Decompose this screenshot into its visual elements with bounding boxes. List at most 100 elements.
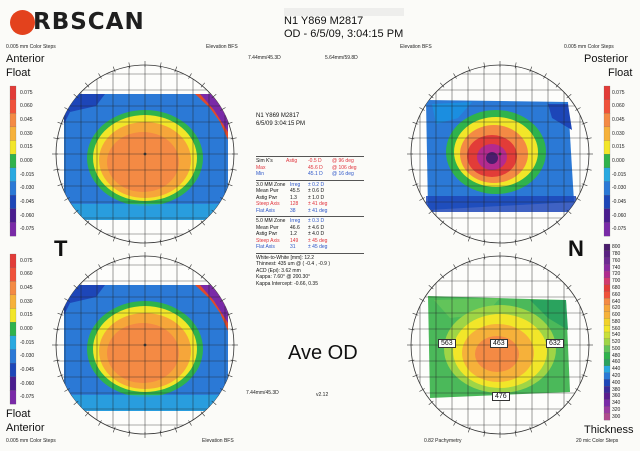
zone-3mm-row: Mean Pwr 45.5 ± 0.6 D xyxy=(256,188,364,195)
scale-swatch xyxy=(9,99,17,114)
scale-swatch xyxy=(603,392,611,400)
zone-5mm-cell: ± 4.0 D xyxy=(308,231,325,237)
angle-tick xyxy=(73,209,79,215)
scale-tick-label: 0.015 xyxy=(612,144,625,151)
zone-5mm-cell: ± 0.3 D xyxy=(308,218,325,224)
angle-tick xyxy=(439,273,445,279)
angle-tick xyxy=(408,137,415,140)
angle-tick xyxy=(188,229,192,235)
scale-tick-label: 760 xyxy=(612,257,621,264)
angle-tick xyxy=(57,121,64,125)
angle-tick xyxy=(98,420,102,426)
scale-swatch xyxy=(9,181,17,196)
zone-3mm-row: Flat Axis 38 ± 41 deg xyxy=(256,208,364,215)
scale-swatch xyxy=(603,325,611,333)
angle-tick xyxy=(483,239,486,246)
angle-tick xyxy=(514,430,517,437)
scale-swatch xyxy=(603,304,611,312)
angle-tick xyxy=(483,62,486,69)
angle-tick xyxy=(73,400,79,406)
angle-tick xyxy=(467,426,471,433)
angle-tick xyxy=(174,66,178,73)
kappa: Kappa: 7.60° @ 200.30° xyxy=(256,274,311,280)
bottom-right-scale: 20 mic Color Steps xyxy=(576,438,619,444)
color-scale-right-top xyxy=(603,85,611,237)
angle-tick xyxy=(159,430,162,437)
angle-tick xyxy=(453,73,457,79)
top-right-radius: 5.64mm/59.8D xyxy=(325,55,358,61)
angle-tick xyxy=(230,359,237,362)
sim-k-max-val: 45.6 D xyxy=(308,164,323,171)
scale-swatch xyxy=(9,113,17,128)
pachy-right-value: 632 xyxy=(546,339,564,348)
scale-tick-label: 700 xyxy=(612,278,621,285)
angle-tick xyxy=(112,66,116,73)
angle-tick xyxy=(428,284,434,290)
angle-tick xyxy=(220,388,226,392)
angle-tick xyxy=(428,400,434,406)
angle-tick xyxy=(220,107,226,111)
angle-tick xyxy=(64,107,70,111)
scale-tick-label: -0.030 xyxy=(612,185,627,192)
scale-swatch xyxy=(603,264,611,272)
angle-tick xyxy=(188,264,192,270)
white-to-white: White-to-White [mm]: 12.2 xyxy=(256,254,315,261)
zone-3mm-cell: 3.0 MM Zone xyxy=(256,181,286,188)
angle-tick xyxy=(555,82,561,88)
angle-tick xyxy=(174,257,178,264)
scale-swatch xyxy=(603,331,611,340)
angle-tick xyxy=(200,273,206,279)
sim-k-max-axis: @ 106 deg xyxy=(332,164,357,171)
scale-swatch xyxy=(603,154,611,169)
scale-swatch xyxy=(603,194,611,210)
angle-tick xyxy=(529,66,533,73)
scale-swatch xyxy=(9,349,17,364)
map-grids xyxy=(52,61,593,438)
scale-swatch xyxy=(603,372,611,380)
scale-swatch xyxy=(9,85,17,100)
scale-swatch xyxy=(603,208,611,223)
angle-tick xyxy=(408,168,415,171)
label-thickness: Thickness xyxy=(584,424,634,436)
scale-swatch xyxy=(603,365,611,373)
angle-tick xyxy=(566,209,572,215)
angle-tick xyxy=(555,220,561,226)
map-grid xyxy=(407,61,593,247)
angle-tick xyxy=(428,209,434,215)
zone-3mm-cell: 1.3 xyxy=(290,194,297,201)
angle-tick xyxy=(57,183,64,187)
zone-3mm-cell: Mean Pwr xyxy=(256,188,279,194)
scale-swatch xyxy=(603,386,611,394)
angle-tick xyxy=(419,388,425,392)
scale-swatch xyxy=(603,358,611,367)
angle-tick xyxy=(566,284,572,290)
angle-tick xyxy=(581,121,588,125)
scale-tick-label: 600 xyxy=(612,312,621,319)
angle-tick xyxy=(585,328,592,331)
sim-k-astig: Astig xyxy=(286,158,298,164)
angle-tick xyxy=(585,168,592,171)
label-float-top: Float xyxy=(6,67,31,79)
angle-tick xyxy=(200,411,206,417)
sim-k-min: Min xyxy=(256,171,265,177)
scale-swatch xyxy=(603,338,611,346)
angle-tick xyxy=(128,239,131,246)
angle-tick xyxy=(230,328,237,331)
scale-swatch xyxy=(9,308,17,323)
angle-tick xyxy=(188,73,192,79)
scale-swatch xyxy=(603,126,611,141)
map-center-mark xyxy=(498,152,502,156)
angle-tick xyxy=(419,197,425,201)
scale-tick-label: 0.045 xyxy=(20,117,33,124)
angle-tick xyxy=(174,426,178,433)
scale-tick-label: -0.060 xyxy=(20,380,35,387)
angle-tick xyxy=(581,312,588,316)
scale-tick-label: 320 xyxy=(612,406,621,413)
zone-5mm-row: Mean Pwr 46.6 ± 4.6 D xyxy=(256,225,364,232)
scale-swatch xyxy=(9,322,17,337)
angle-tick xyxy=(188,420,192,426)
sim-k-min-axis: @ 16 deg xyxy=(332,171,354,177)
top-left-map: Elevation BFS xyxy=(206,44,238,50)
top-right-map: Elevation BFS xyxy=(400,44,432,50)
zone-5mm-block: 5.0 MM Zone Irreg ± 0.3 D Mean Pwr 46.6 ± 4.6… xyxy=(256,216,364,251)
